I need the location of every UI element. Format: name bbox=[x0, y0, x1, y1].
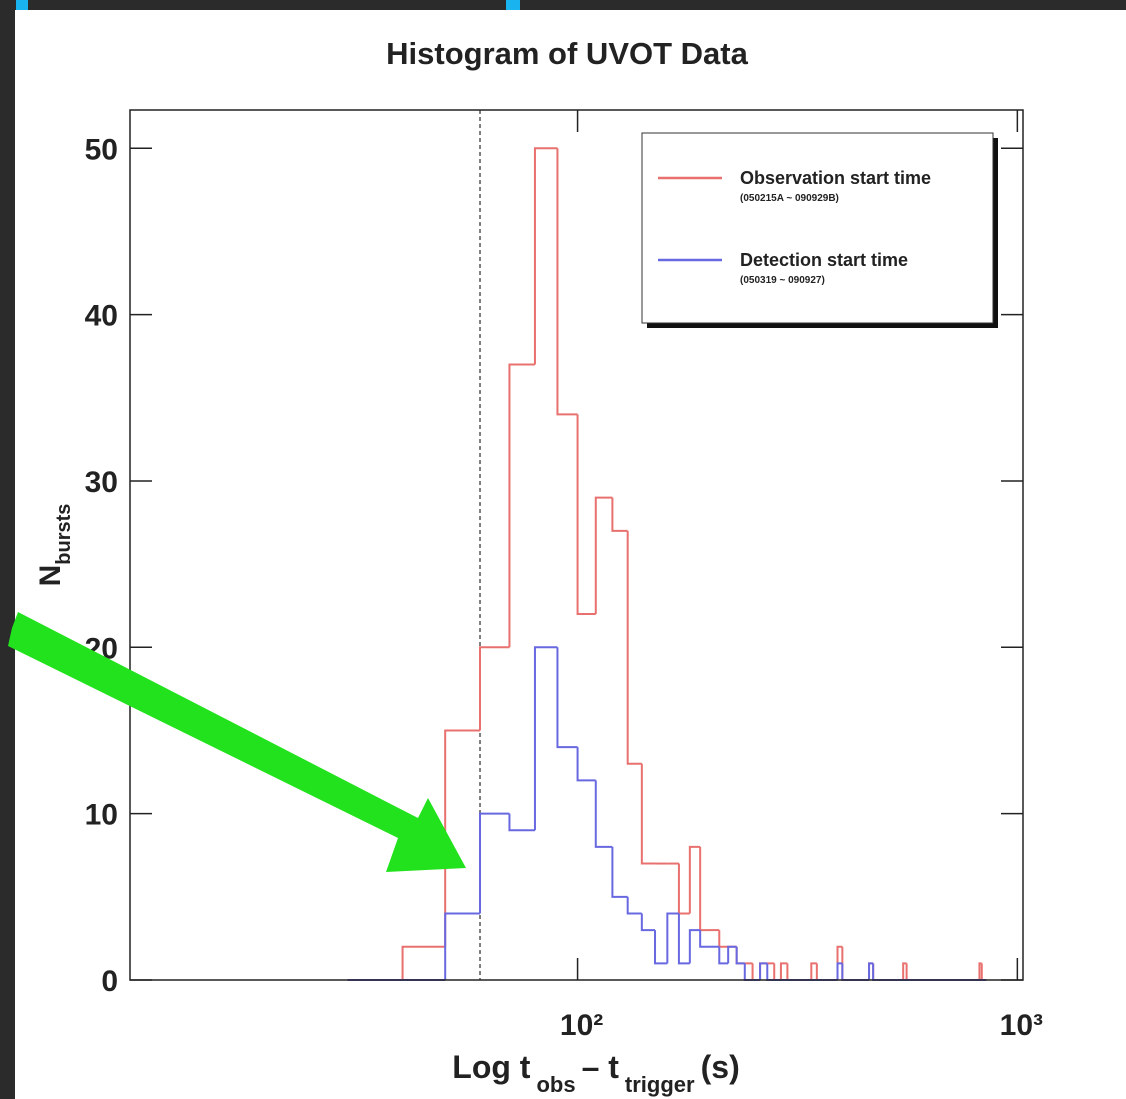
histogram-bin bbox=[640, 763, 656, 865]
histogram-bin bbox=[718, 946, 729, 965]
histogram-bin bbox=[735, 946, 745, 965]
legend-range: (050215A ~ 090929B) bbox=[740, 193, 839, 204]
histogram-bin bbox=[688, 845, 701, 914]
histogram-bin bbox=[594, 780, 613, 848]
histogram-bin bbox=[699, 930, 710, 948]
histogram-bin bbox=[759, 962, 768, 980]
legend-label: Observation start time bbox=[740, 168, 931, 188]
histogram-bin bbox=[533, 646, 558, 831]
x-label-subscript: trigger bbox=[625, 1072, 695, 1097]
histogram-bin bbox=[626, 896, 642, 915]
histogram-bin bbox=[611, 846, 628, 898]
histogram-bin bbox=[556, 148, 578, 416]
x-label-part: – t bbox=[582, 1049, 620, 1085]
histogram-bin bbox=[479, 646, 510, 731]
y-axis-label: Nbursts bbox=[34, 504, 75, 587]
legend-entries: Observation start time (050215A ~ 090929B… bbox=[658, 168, 931, 286]
legend bbox=[641, 132, 994, 324]
histogram-bin bbox=[626, 530, 642, 765]
plot-frame bbox=[129, 109, 1024, 981]
x-tick-label: 10² bbox=[560, 1009, 603, 1042]
x-axis-label: Log t obs – t trigger (s) bbox=[452, 1049, 739, 1097]
histogram-bin bbox=[902, 962, 907, 980]
histogram-bin bbox=[611, 497, 628, 532]
x-label-part: Log t bbox=[452, 1049, 531, 1085]
histogram-bin bbox=[727, 945, 737, 964]
histogram-bin bbox=[810, 962, 817, 980]
histogram-bin bbox=[654, 930, 668, 965]
histogram-bin bbox=[666, 912, 679, 964]
x-label-subscript: obs bbox=[536, 1072, 575, 1097]
x-label-part: (s) bbox=[701, 1049, 740, 1085]
histogram-bin bbox=[556, 647, 578, 749]
histogram-bin bbox=[594, 496, 613, 615]
y-label-part: N bbox=[34, 565, 67, 587]
cut-text-fragment bbox=[16, 0, 28, 10]
legend-label: Detection start time bbox=[740, 250, 908, 270]
histogram-bin bbox=[677, 913, 690, 965]
histogram-bin bbox=[836, 962, 843, 980]
histogram-bin bbox=[640, 913, 656, 932]
histogram-bin bbox=[508, 813, 535, 832]
y-tick-label: 0 bbox=[101, 965, 118, 998]
x-tick-label: 10³ bbox=[1000, 1009, 1043, 1042]
histogram-bin bbox=[868, 962, 874, 980]
y-tick-label: 40 bbox=[85, 300, 118, 333]
histogram-bin bbox=[576, 747, 596, 782]
legend-range: (050319 ~ 090927) bbox=[740, 275, 825, 286]
histogram-bin bbox=[576, 414, 596, 616]
y-label-subscript: bursts bbox=[53, 504, 75, 565]
histogram-bin bbox=[688, 929, 701, 964]
y-tick-label: 30 bbox=[85, 466, 118, 499]
histogram-bin bbox=[779, 962, 788, 980]
histogram-bin bbox=[978, 962, 982, 980]
arrow bbox=[8, 612, 466, 872]
cut-text-fragment bbox=[506, 0, 520, 10]
y-tick-label: 50 bbox=[85, 133, 118, 166]
histogram-bin bbox=[533, 147, 558, 365]
histogram-bin bbox=[718, 930, 729, 948]
histogram-bin bbox=[479, 812, 510, 914]
histogram-bin bbox=[444, 912, 481, 980]
histogram-bin bbox=[444, 729, 481, 947]
histogram-bin bbox=[401, 945, 446, 980]
chart-title: Histogram of UVOT Data bbox=[386, 36, 748, 71]
histogram-bin bbox=[508, 363, 535, 648]
y-tick-label: 10 bbox=[85, 799, 118, 832]
